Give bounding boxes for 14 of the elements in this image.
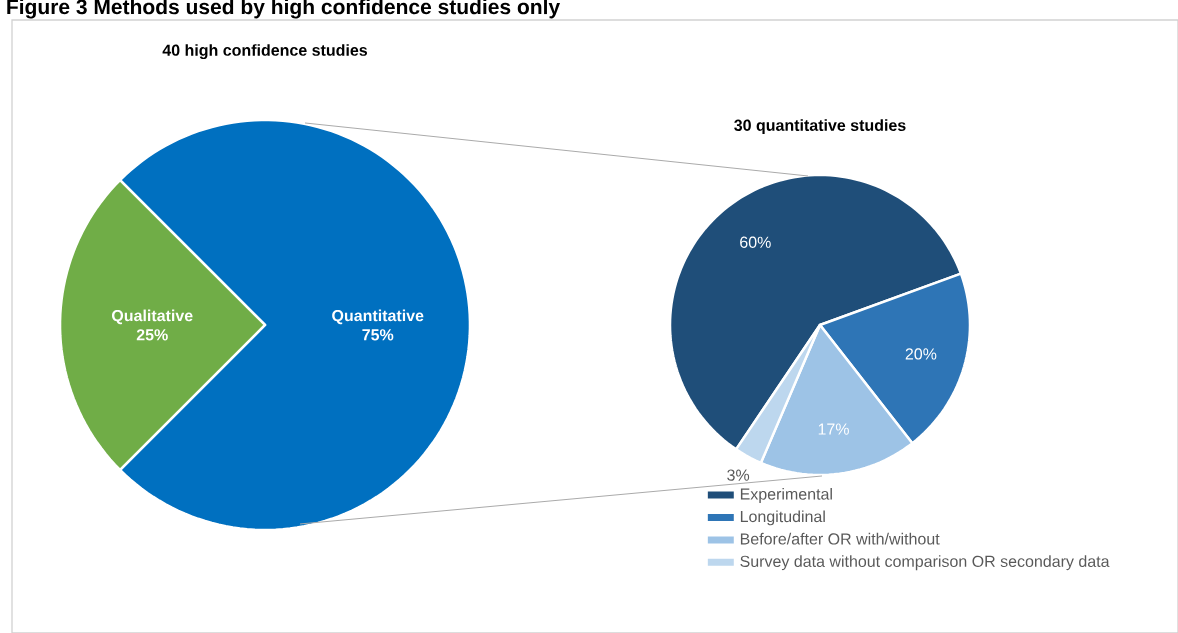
legend-label: Before/after OR with/without [740,532,940,545]
legend-label: Longitudinal [740,510,825,526]
slice-label: Quantitative [332,309,424,325]
legend-label: Experimental [740,488,832,503]
slice-label: Qualitative [112,309,193,325]
chart-title: 40 high confidence studies [162,44,368,60]
chart-title: 30 quantitative studies [734,119,906,135]
data-label: 60% [740,236,771,248]
data-label: 25% [136,329,168,341]
data-label: 75% [362,329,394,341]
legend-label: Survey data without comparison OR secondary data [740,555,1110,571]
data-label: 20% [905,348,937,360]
data-label: 3% [727,469,750,481]
data-label: 17% [818,423,849,435]
